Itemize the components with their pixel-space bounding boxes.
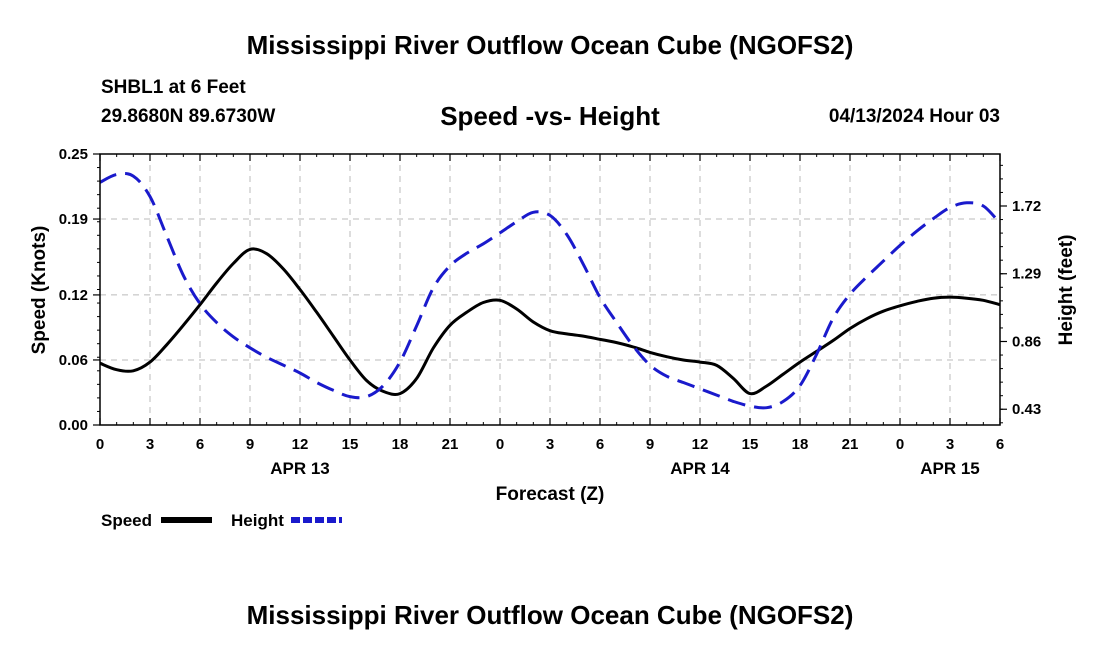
y-left-tick-label: 0.00 bbox=[59, 417, 88, 434]
axis-layer: 0 3 6 9 12 15 18 21 0 3 6 9 12 15 18 21 0 3 6 APR 13 APR 14 A… bbox=[59, 146, 1041, 478]
x-tick-label: 21 bbox=[842, 436, 859, 453]
y-right-tick-label: 1.29 bbox=[1012, 266, 1041, 283]
y-left-tick-label: 0.25 bbox=[59, 146, 88, 163]
main-title: Mississippi River Outflow Ocean Cube (NG… bbox=[246, 30, 854, 60]
x-tick-label: 3 bbox=[546, 436, 554, 453]
series-line-height bbox=[99, 172, 1002, 410]
y-right-tick-label: 0.86 bbox=[1012, 333, 1041, 350]
station-coords: 29.8680N 89.6730W bbox=[101, 106, 276, 127]
x-tick-label: 15 bbox=[342, 436, 359, 453]
legend-label-speed: Speed bbox=[101, 511, 152, 530]
date-label: APR 15 bbox=[920, 459, 980, 478]
y-left-tick-label: 0.19 bbox=[59, 211, 88, 228]
x-tick-label: 3 bbox=[946, 436, 954, 453]
date-label: APR 13 bbox=[270, 459, 330, 478]
x-tick-label: 9 bbox=[246, 436, 254, 453]
x-tick-label: 18 bbox=[392, 436, 409, 453]
x-tick-label: 18 bbox=[792, 436, 809, 453]
y-left-tick-label: 0.12 bbox=[59, 287, 88, 304]
footer-title: Mississippi River Outflow Ocean Cube (NG… bbox=[246, 600, 854, 630]
x-tick-label: 21 bbox=[442, 436, 459, 453]
x-tick-label: 6 bbox=[196, 436, 204, 453]
x-tick-label: 6 bbox=[996, 436, 1004, 453]
x-tick-label: 15 bbox=[742, 436, 759, 453]
x-tick-label: 6 bbox=[596, 436, 604, 453]
forecast-datetime: 04/13/2024 Hour 03 bbox=[828, 106, 1000, 127]
y-right-tick-label: 1.72 bbox=[1012, 198, 1041, 215]
x-tick-label: 0 bbox=[96, 436, 104, 453]
grid-layer bbox=[100, 154, 1000, 425]
x-tick-label: 12 bbox=[292, 436, 309, 453]
y-axis-right-label: Height (feet) bbox=[1056, 235, 1077, 346]
y-axis-left-label: Speed (Knots) bbox=[29, 226, 50, 355]
legend: Speed Height bbox=[101, 511, 342, 530]
x-axis-label: Forecast (Z) bbox=[496, 484, 605, 505]
x-tick-label: 9 bbox=[646, 436, 654, 453]
x-tick-label: 3 bbox=[146, 436, 154, 453]
y-left-tick-label: 0.06 bbox=[59, 352, 88, 369]
chart-title: Speed -vs- Height bbox=[440, 101, 660, 131]
x-tick-label: 0 bbox=[896, 436, 904, 453]
station-name: SHBL1 at 6 Feet bbox=[101, 77, 246, 98]
x-tick-label: 12 bbox=[692, 436, 709, 453]
date-label: APR 14 bbox=[670, 459, 730, 478]
legend-label-height: Height bbox=[231, 511, 284, 530]
series-line-speed bbox=[99, 247, 1001, 396]
series-layer bbox=[99, 172, 1002, 410]
x-tick-label: 0 bbox=[496, 436, 504, 453]
y-right-tick-label: 0.43 bbox=[1012, 401, 1041, 418]
